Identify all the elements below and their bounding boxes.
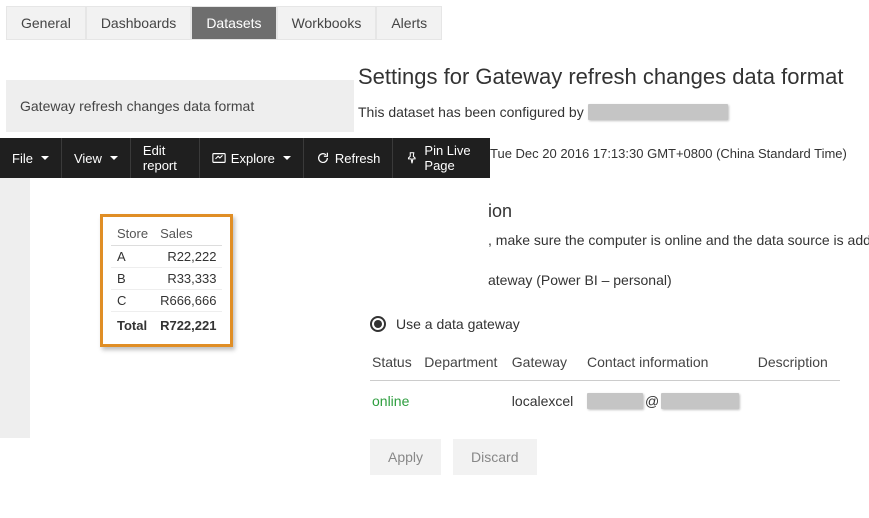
tab-dashboards[interactable]: Dashboards [86,6,192,40]
redacted-user [588,104,728,120]
col-sales: Sales [154,223,222,246]
tab-datasets[interactable]: Datasets [191,6,276,40]
gw-col-description: Description [756,348,840,381]
gw-status: online [370,381,422,422]
explore-icon [212,151,226,165]
cell-store: B [111,268,154,290]
table-row: A R22,222 [111,246,222,268]
edit-report-button[interactable]: Edit report [131,138,200,178]
partial-help-text: , make sure the computer is online and t… [488,232,869,248]
report-canvas: Store Sales A R22,222 B R33,333 C R666,6… [0,178,360,518]
explore-label: Explore [231,151,275,166]
tab-general[interactable]: General [6,6,86,40]
tab-workbooks[interactable]: Workbooks [277,6,377,40]
view-menu[interactable]: View [62,138,131,178]
contact-at: @ [645,393,659,409]
gw-col-contact: Contact information [585,348,756,381]
settings-panel: Settings for Gateway refresh changes dat… [358,56,863,475]
cell-sales: R33,333 [154,268,222,290]
gateway-row[interactable]: online localexcel @ [370,381,840,422]
radio-selected-icon [370,316,386,332]
configured-prefix: This dataset has been configured by [358,104,584,120]
apply-button[interactable]: Apply [370,439,441,475]
report-side-strip [0,178,30,438]
left-column: Gateway refresh changes data format [0,70,360,142]
table-total-row: Total R722,221 [111,312,222,337]
total-value: R722,221 [154,312,222,337]
configured-by-line: This dataset has been configured by [358,104,863,120]
cell-store: C [111,290,154,312]
top-tabs: General Dashboards Datasets Workbooks Al… [0,0,869,40]
table-row: C R666,666 [111,290,222,312]
gateway-table: Status Department Gateway Contact inform… [370,348,840,421]
tab-alerts[interactable]: Alerts [376,6,442,40]
discard-button[interactable]: Discard [453,439,536,475]
refresh-icon [316,151,330,165]
file-menu[interactable]: File [0,138,62,178]
gw-contact: @ [585,381,756,422]
cell-sales: R22,222 [154,246,222,268]
table-row: B R33,333 [111,268,222,290]
col-store: Store [111,223,154,246]
partial-heading: ion [488,201,869,222]
cell-sales: R666,666 [154,290,222,312]
use-gateway-label: Use a data gateway [396,316,520,332]
gw-gateway: localexcel [510,381,585,422]
cell-store: A [111,246,154,268]
settings-actions: Apply Discard [370,439,863,475]
dataset-name-bar[interactable]: Gateway refresh changes data format [6,80,354,132]
explore-menu[interactable]: Explore [200,138,304,178]
gw-col-gateway: Gateway [510,348,585,381]
redacted-contact-user [587,393,643,409]
gw-col-department: Department [422,348,510,381]
gw-description [756,381,840,422]
partial-gateway-text: ateway (Power BI – personal) [488,272,869,288]
gw-department [422,381,510,422]
data-table-visual[interactable]: Store Sales A R22,222 B R33,333 C R666,6… [100,214,233,347]
settings-title: Settings for Gateway refresh changes dat… [358,64,863,90]
redacted-contact-domain [661,393,739,409]
gw-col-status: Status [370,348,422,381]
last-refresh-timestamp: Tue Dec 20 2016 17:13:30 GMT+0800 (China… [490,146,869,161]
total-label: Total [111,312,154,337]
use-gateway-option[interactable]: Use a data gateway [358,316,863,332]
